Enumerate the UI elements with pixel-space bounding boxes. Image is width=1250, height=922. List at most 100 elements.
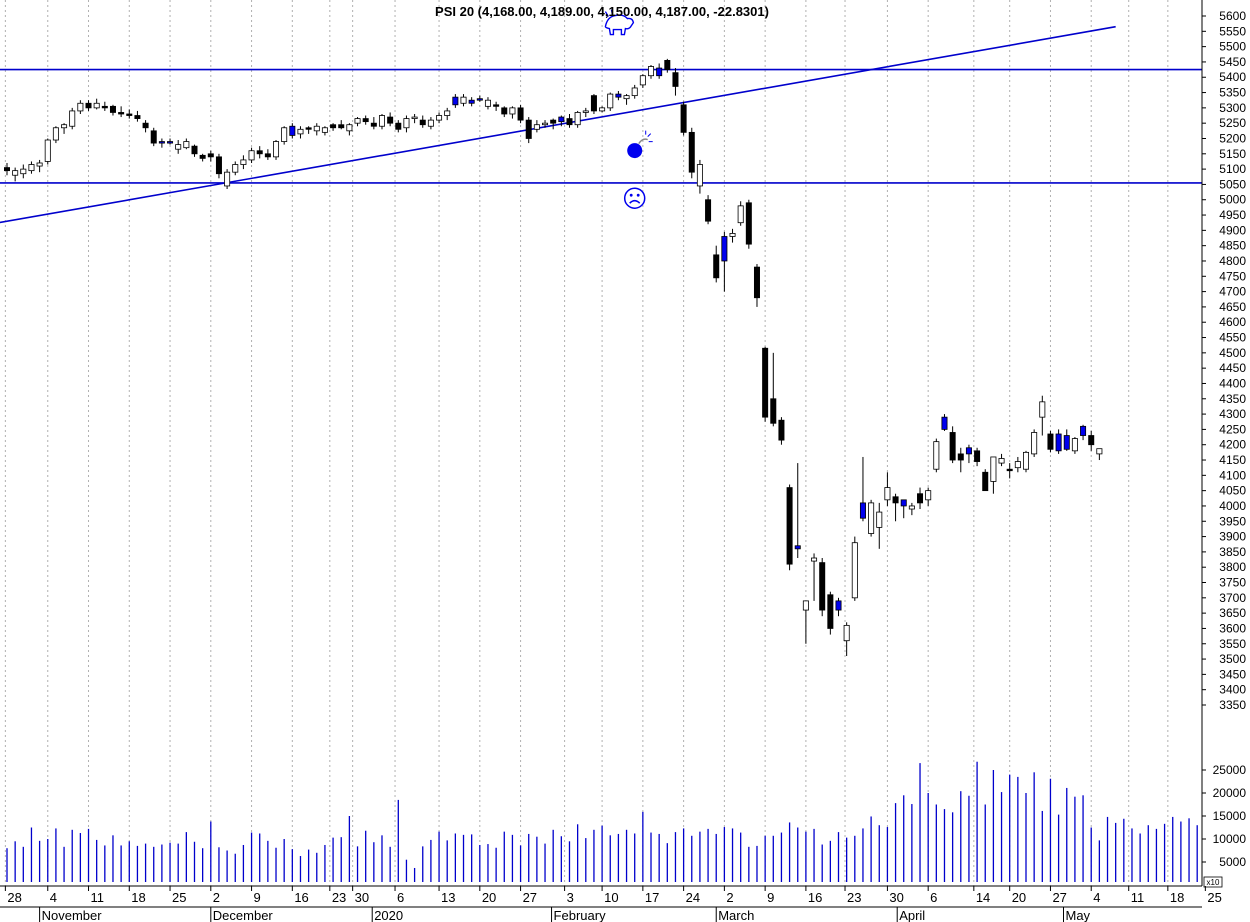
candle-body xyxy=(876,511,883,528)
candle-body xyxy=(1047,433,1054,450)
day-tick-label: 30 xyxy=(355,890,369,905)
candle xyxy=(362,115,369,125)
candle-body xyxy=(762,347,769,418)
candle-body xyxy=(313,125,320,132)
candle-body xyxy=(93,102,100,109)
candle xyxy=(1047,430,1054,453)
candle xyxy=(126,109,133,119)
candle xyxy=(786,484,793,571)
candle-body xyxy=(28,164,35,172)
candle xyxy=(827,591,834,635)
month-label: November xyxy=(42,908,103,922)
candle xyxy=(370,117,377,130)
candle xyxy=(957,447,964,473)
candle-body xyxy=(12,170,19,176)
candle xyxy=(631,84,638,99)
candle xyxy=(20,164,27,179)
candle xyxy=(142,120,149,133)
candle-body xyxy=(566,118,573,126)
month-label: April xyxy=(899,908,925,922)
candle xyxy=(1080,424,1087,441)
month-label: May xyxy=(1065,908,1090,922)
candle-body xyxy=(802,600,809,611)
candle xyxy=(215,153,222,179)
candle xyxy=(346,123,353,136)
candle-body xyxy=(550,119,557,124)
day-tick-label: 18 xyxy=(131,890,145,905)
candle-body xyxy=(933,441,940,470)
price-tick-label: 5200 xyxy=(1219,131,1246,145)
price-tick-label: 4100 xyxy=(1219,468,1246,482)
day-tick-label: 4 xyxy=(1093,890,1100,905)
candle xyxy=(61,123,68,134)
candle-body xyxy=(778,419,785,441)
price-tick-label: 3550 xyxy=(1219,637,1246,651)
candle xyxy=(338,120,345,130)
price-tick-label: 5450 xyxy=(1219,55,1246,69)
day-tick-label: 2 xyxy=(726,890,733,905)
candle-body xyxy=(525,119,532,139)
candle xyxy=(289,123,296,139)
candle xyxy=(183,138,190,150)
candle xyxy=(240,155,247,170)
candle xyxy=(729,228,736,243)
price-tick-label: 5400 xyxy=(1219,70,1246,84)
candle-body xyxy=(1088,435,1095,446)
candle xyxy=(419,115,426,128)
candle xyxy=(330,123,337,131)
candle-body xyxy=(199,154,206,159)
candle xyxy=(762,346,769,422)
candle-body xyxy=(85,102,92,109)
candle xyxy=(1096,448,1103,461)
candle xyxy=(745,199,752,249)
candle xyxy=(411,113,418,124)
candle-body xyxy=(925,490,932,501)
candle xyxy=(175,140,182,154)
price-tick-label: 3800 xyxy=(1219,560,1246,574)
candle-body xyxy=(599,107,606,112)
candle-body xyxy=(476,98,483,101)
candle-body xyxy=(941,416,948,430)
candle xyxy=(36,159,43,173)
candle xyxy=(321,126,328,136)
candle-body xyxy=(207,153,214,158)
month-label: February xyxy=(554,908,607,922)
candle-body xyxy=(191,145,198,155)
price-tick-label: 4800 xyxy=(1219,254,1246,268)
candle xyxy=(737,201,744,226)
candle-body xyxy=(615,93,622,98)
candle-body xyxy=(794,545,801,550)
candle-body xyxy=(753,266,760,299)
candle xyxy=(876,502,883,549)
candle xyxy=(1088,430,1095,451)
price-tick-label: 3700 xyxy=(1219,591,1246,605)
day-tick-label: 24 xyxy=(686,890,700,905)
candle-body xyxy=(990,456,997,482)
candle-body xyxy=(387,116,394,124)
candle xyxy=(550,118,557,130)
price-tick-label: 4300 xyxy=(1219,407,1246,421)
candle-body xyxy=(411,116,418,119)
candle xyxy=(313,123,320,136)
candle-body xyxy=(468,99,475,104)
candle-body xyxy=(158,141,165,144)
price-tick-label: 5150 xyxy=(1219,147,1246,161)
candle-body xyxy=(224,171,231,187)
candle xyxy=(1071,437,1078,454)
candle xyxy=(297,126,304,139)
candle xyxy=(753,264,760,307)
candle xyxy=(574,110,581,128)
candle-body xyxy=(859,502,866,519)
month-label: March xyxy=(718,908,754,922)
candle xyxy=(232,161,239,176)
candle-body xyxy=(215,156,222,175)
candle xyxy=(12,167,19,182)
candle xyxy=(1023,450,1030,473)
candle-body xyxy=(1096,448,1103,455)
price-tick-label: 4250 xyxy=(1219,422,1246,436)
candle xyxy=(150,127,157,147)
day-tick-label: 6 xyxy=(930,890,937,905)
day-tick-label: 18 xyxy=(1170,890,1184,905)
candle-body xyxy=(868,502,875,534)
price-tick-label: 4000 xyxy=(1219,499,1246,513)
